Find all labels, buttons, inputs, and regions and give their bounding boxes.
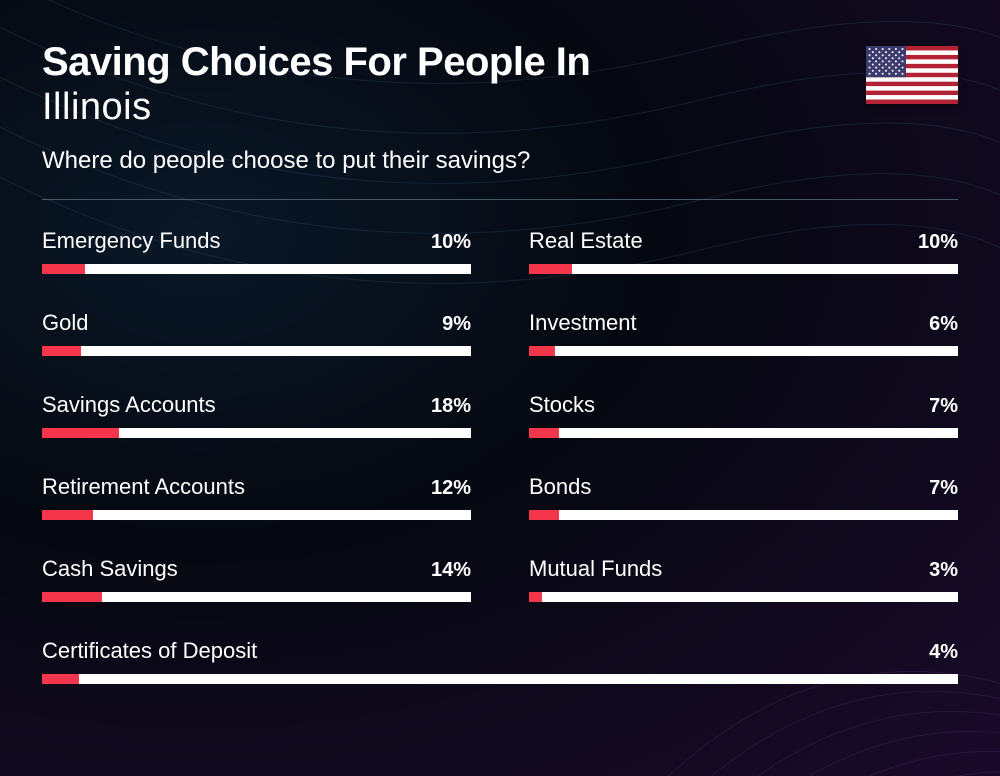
bar-value: 12% xyxy=(431,477,471,500)
bar-fill xyxy=(42,592,102,602)
bar-value: 7% xyxy=(929,477,958,500)
bar-item: Gold 9% xyxy=(42,310,471,356)
bar-track xyxy=(42,428,471,438)
title-main: Saving Choices For People In xyxy=(42,40,958,84)
bar-fill xyxy=(529,428,559,438)
bar-track xyxy=(42,510,471,520)
bar-track xyxy=(529,510,958,520)
bar-label: Certificates of Deposit xyxy=(42,638,257,664)
bar-item: Cash Savings 14% xyxy=(42,556,471,602)
bar-value: 4% xyxy=(929,641,958,664)
bar-fill xyxy=(529,592,542,602)
bar-fill xyxy=(42,346,81,356)
bar-fill xyxy=(42,510,93,520)
bar-label: Bonds xyxy=(529,474,591,500)
bar-item: Real Estate 10% xyxy=(529,228,958,274)
bar-label: Investment xyxy=(529,310,637,336)
bar-value: 7% xyxy=(929,395,958,418)
bar-item: Stocks 7% xyxy=(529,392,958,438)
bar-fill xyxy=(529,510,559,520)
bar-item: Mutual Funds 3% xyxy=(529,556,958,602)
bar-value: 9% xyxy=(442,313,471,336)
bar-label: Savings Accounts xyxy=(42,392,216,418)
bar-track xyxy=(529,264,958,274)
bar-item: Savings Accounts 18% xyxy=(42,392,471,438)
bar-fill xyxy=(529,346,555,356)
bar-value: 10% xyxy=(431,231,471,254)
bar-value: 14% xyxy=(431,559,471,582)
bar-value: 3% xyxy=(929,559,958,582)
bar-fill xyxy=(529,264,572,274)
header: Saving Choices For People In Illinois Wh… xyxy=(42,40,958,175)
bar-label: Stocks xyxy=(529,392,595,418)
bar-track xyxy=(529,428,958,438)
bar-label: Cash Savings xyxy=(42,556,178,582)
bar-label: Mutual Funds xyxy=(529,556,662,582)
bar-item: Bonds 7% xyxy=(529,474,958,520)
divider xyxy=(42,199,958,200)
bar-label: Real Estate xyxy=(529,228,643,254)
bar-track xyxy=(42,346,471,356)
bar-item: Retirement Accounts 12% xyxy=(42,474,471,520)
bar-item: Certificates of Deposit 4% xyxy=(42,638,958,684)
bar-item: Investment 6% xyxy=(529,310,958,356)
bar-fill xyxy=(42,264,85,274)
bar-fill xyxy=(42,674,79,684)
us-flag-icon xyxy=(866,46,958,104)
bar-track xyxy=(42,264,471,274)
bar-value: 10% xyxy=(918,231,958,254)
bar-label: Retirement Accounts xyxy=(42,474,245,500)
bar-track xyxy=(529,592,958,602)
bar-track xyxy=(42,674,958,684)
bar-item: Emergency Funds 10% xyxy=(42,228,471,274)
bar-value: 18% xyxy=(431,395,471,418)
bar-label: Gold xyxy=(42,310,88,336)
subtitle: Where do people choose to put their savi… xyxy=(42,147,958,175)
bar-grid: Emergency Funds 10% Real Estate 10% Gold 9% In… xyxy=(42,228,958,684)
bar-fill xyxy=(42,428,119,438)
bar-track xyxy=(529,346,958,356)
title-state: Illinois xyxy=(42,86,958,129)
bar-value: 6% xyxy=(929,313,958,336)
bar-label: Emergency Funds xyxy=(42,228,221,254)
bar-track xyxy=(42,592,471,602)
